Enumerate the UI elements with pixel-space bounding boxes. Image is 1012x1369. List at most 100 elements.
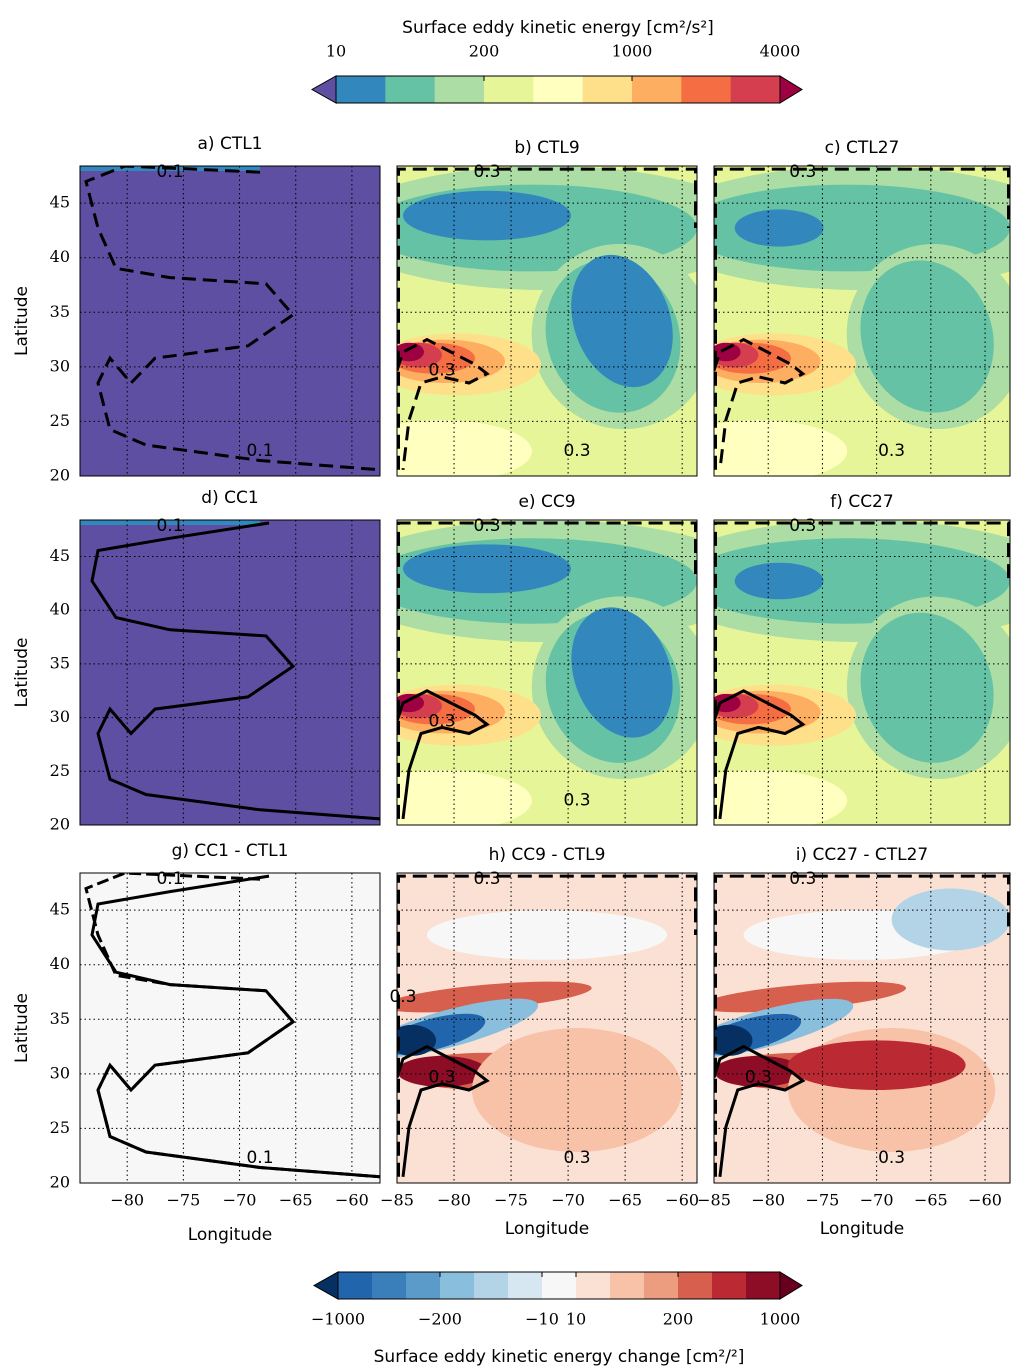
contour-label: 0.1 [156,162,183,182]
panel-field [80,166,380,476]
field-patch [714,770,848,825]
y-tick-label: 30 [50,1063,70,1082]
colorbar-bin [712,1272,747,1299]
colorbar-bin [582,76,633,103]
colorbar-bin [533,76,584,103]
contour-line [397,167,697,470]
panel-title: e) CC9 [518,492,575,512]
colorbar-tick-label: 1000 [612,42,653,61]
colorbar-tick-label: −200 [418,1310,462,1329]
panel-frame [396,519,698,826]
y-tick-label: 25 [50,761,70,780]
colorbar-over [779,1271,803,1300]
contour-line [714,1044,806,1177]
contour-label: 0.1 [246,1148,273,1168]
colorbar-frame [337,1271,781,1300]
colorbar-bin [336,76,386,103]
field-patch [714,342,741,362]
field-patch [891,888,1010,951]
contour-line [397,521,697,819]
field-patch [80,520,260,525]
y-axis-label: Latitude [12,993,32,1063]
contour-label: 0.3 [428,1068,455,1088]
y-tick-label: 20 [50,1173,70,1192]
panel-frame [713,519,1011,826]
colorbar-tick-label: 10 [566,1310,586,1329]
colorbar-bin [678,1272,713,1299]
field-patch [397,342,424,362]
contour-line [714,337,806,470]
colorbar-bin [632,76,682,103]
field-patch [472,1028,682,1152]
contour-line [84,166,380,472]
contour-line [397,689,490,820]
x-axis-label: Longitude [188,1225,273,1245]
colorbar-frame [335,75,781,104]
colorbar-bin [542,1272,577,1299]
x-tick-label: −60 [968,1191,1002,1210]
contour-label: 0.3 [473,162,500,182]
colorbar-bin [644,1272,679,1299]
colorbar-bin [746,1272,781,1299]
panel-frame [396,165,698,477]
y-tick-label: 40 [50,954,70,973]
contour-label: 0.3 [789,162,816,182]
colorbar-bin [338,1272,373,1299]
contour-label: 0.1 [156,516,183,536]
y-tick-label: 20 [50,815,70,834]
contour-label: 0.3 [428,711,455,731]
colorbar-tick-label: 200 [469,42,500,61]
field-patch [397,770,532,825]
panel-frame [79,872,381,1184]
panel-title: c) CTL27 [825,138,900,158]
field [80,166,380,476]
field-patch [397,1055,487,1087]
colorbar-bin [508,1272,543,1299]
contour-label: 0.1 [246,441,273,461]
contour-label: 0.3 [428,361,455,381]
colorbar-bin [440,1272,475,1299]
contour-label: 0.3 [563,791,590,811]
y-axis-label: Latitude [12,286,32,356]
colorbar-under [310,75,337,104]
x-tick-label: −80 [751,1191,785,1210]
colorbar-bin [484,76,534,103]
y-axis-label: Latitude [12,638,32,708]
contour-line [397,1044,490,1177]
contour-line [714,521,1010,819]
panel-field [80,873,380,1183]
field-patch [397,981,592,1013]
colorbar-bin [434,76,485,103]
contour-line [397,337,490,470]
colorbar-bin [681,76,732,103]
panel-field [714,520,1010,825]
x-tick-label: −70 [551,1191,585,1210]
colorbar-bin [576,1272,611,1299]
y-tick-label: 40 [50,247,70,266]
y-tick-label: 45 [50,193,70,212]
panel-frame [713,165,1011,477]
panel-title: d) CC1 [201,488,258,508]
panel-title: i) CC27 - CTL27 [796,845,928,865]
field-patch [397,420,532,476]
x-tick-label: −80 [110,1191,144,1210]
panel-field [714,873,1010,1183]
contour-label: 0.3 [745,1068,772,1088]
panel-title: a) CTL1 [198,134,263,154]
field-patch [397,693,424,713]
y-tick-label: 40 [50,600,70,619]
x-tick-label: −85 [697,1191,731,1210]
colorbar-under [312,1271,339,1300]
panel-frame [713,872,1011,1184]
field-patch [734,562,824,600]
contour-label: 0.1 [156,869,183,889]
colorbar-tick-label: −1000 [311,1310,365,1329]
contour-line [714,874,1010,1177]
x-tick-label: −80 [437,1191,471,1210]
contour-label: 0.3 [789,869,816,889]
colorbar-tick-label: 200 [663,1310,694,1329]
field-patch [714,420,848,476]
field [80,873,380,1183]
colorbar-over [779,75,803,104]
